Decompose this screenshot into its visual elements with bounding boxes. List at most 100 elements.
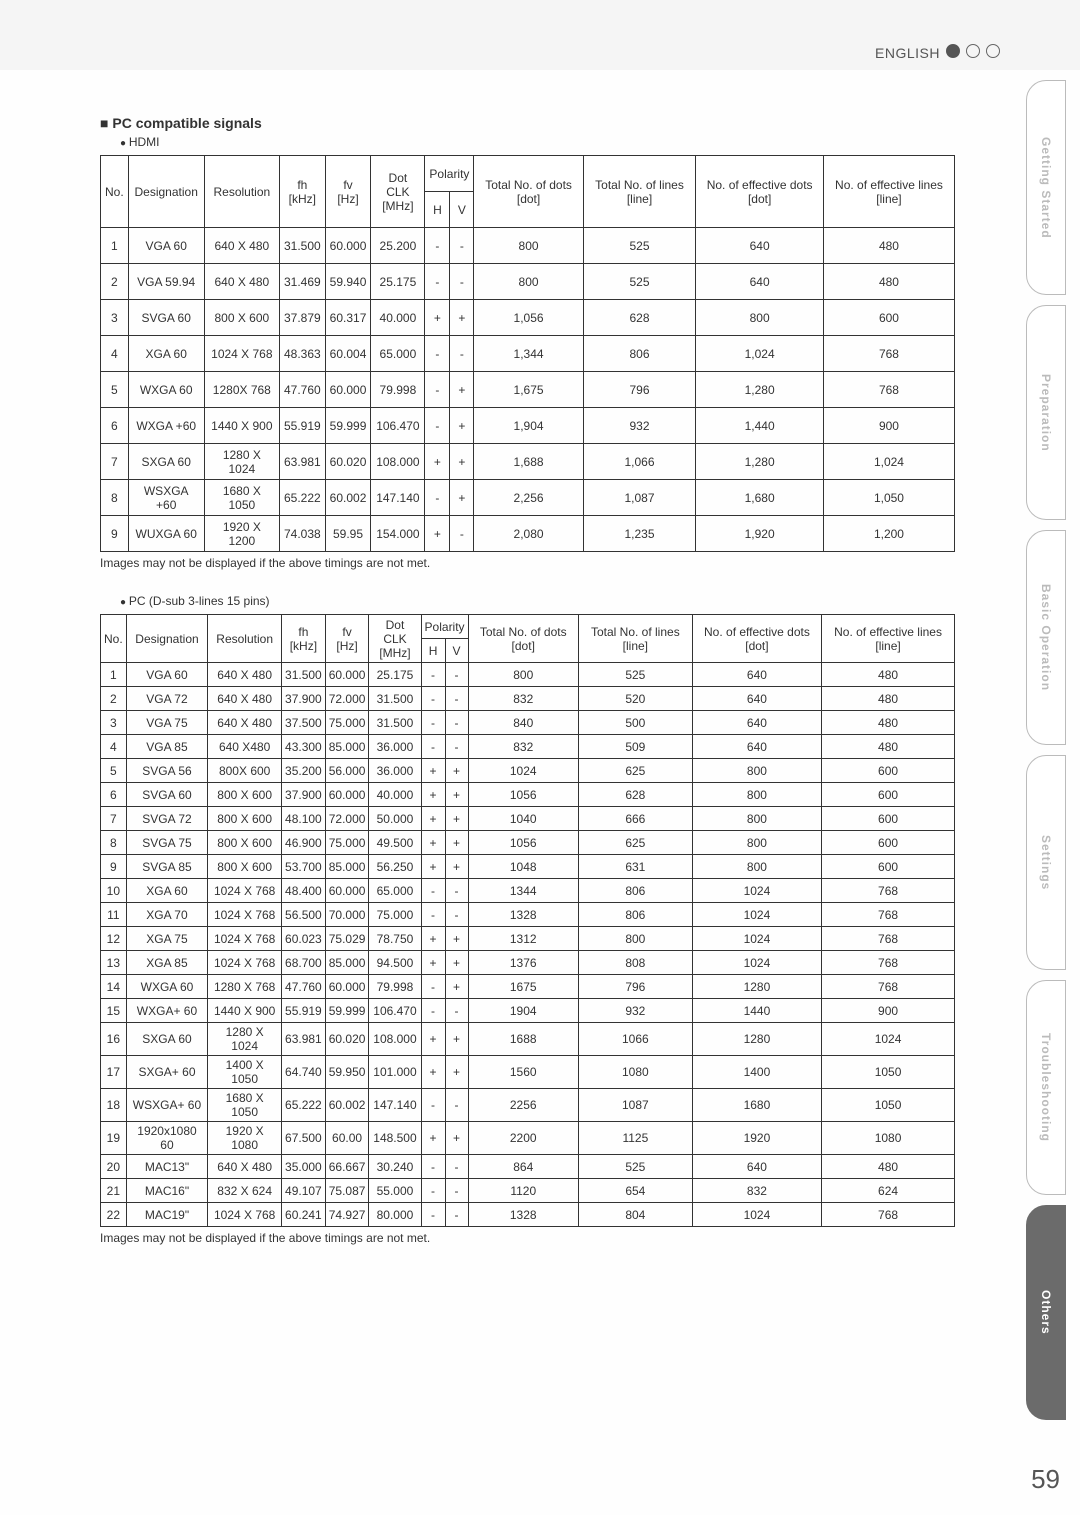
cell: 37.500 — [282, 711, 326, 735]
cell: 1920 X 1080 — [208, 1122, 282, 1155]
cell: - — [425, 336, 450, 372]
cell: WSXGA +60 — [128, 480, 204, 516]
cell: 509 — [578, 735, 692, 759]
cell: + — [421, 1023, 445, 1056]
cell: + — [450, 300, 474, 336]
cell: 932 — [578, 999, 692, 1023]
table-row: 7SXGA 601280 X 102463.98160.020108.000++… — [101, 444, 955, 480]
sidebar-tab[interactable]: Getting Started — [1026, 80, 1066, 295]
cell: 48.400 — [282, 879, 326, 903]
cell: 35.200 — [282, 759, 326, 783]
col-no: No. — [101, 156, 129, 228]
cell: 72.000 — [325, 807, 369, 831]
cell: 768 — [822, 927, 955, 951]
cell: - — [425, 228, 450, 264]
sidebar-tab[interactable]: Troubleshooting — [1026, 980, 1066, 1195]
cell: + — [421, 1056, 445, 1089]
cell: 900 — [822, 999, 955, 1023]
cell: 25.200 — [371, 228, 425, 264]
cell: 75.000 — [325, 711, 369, 735]
cell: 65.000 — [371, 336, 425, 372]
cell: 80.000 — [369, 1203, 421, 1227]
cell: 72.000 — [325, 687, 369, 711]
cell: 1,688 — [474, 444, 583, 480]
cell: 37.900 — [282, 687, 326, 711]
cell: 75.087 — [325, 1179, 369, 1203]
sidebar-tab-label: Troubleshooting — [1039, 1033, 1053, 1142]
table-row: 4VGA 85640 X48043.30085.00036.000--83250… — [101, 735, 955, 759]
cell: 6 — [101, 408, 129, 444]
cell: 17 — [101, 1056, 127, 1089]
col-no: No. — [101, 615, 127, 663]
cell: 1,087 — [583, 480, 696, 516]
cell: 106.470 — [371, 408, 425, 444]
sidebar-tab-label: Basic Operation — [1039, 584, 1053, 691]
cell: 1050 — [822, 1089, 955, 1122]
cell: 48.100 — [282, 807, 326, 831]
cell: 60.000 — [325, 975, 369, 999]
cell: 640 X 480 — [208, 663, 282, 687]
cell: SXGA 60 — [126, 1023, 208, 1056]
cell: 3 — [101, 300, 129, 336]
cell: + — [421, 831, 445, 855]
cell: 1 — [101, 663, 127, 687]
cell: 60.020 — [325, 444, 371, 480]
cell: 640 X 480 — [208, 711, 282, 735]
table-row: 6WXGA +601440 X 90055.91959.999106.470-+… — [101, 408, 955, 444]
cell: - — [445, 879, 468, 903]
cell: 628 — [578, 783, 692, 807]
cell: + — [445, 759, 468, 783]
col-tl: Total No. of lines [line] — [578, 615, 692, 663]
sidebar-tab[interactable]: Others — [1026, 1205, 1066, 1420]
cell: 37.900 — [282, 783, 326, 807]
cell: 1024 — [822, 1023, 955, 1056]
sidebar-tab[interactable]: Basic Operation — [1026, 530, 1066, 745]
cell: 60.000 — [325, 228, 371, 264]
cell: 1680 — [692, 1089, 821, 1122]
table-row: 1VGA 60640 X 48031.50060.00025.175--8005… — [101, 663, 955, 687]
table-row: 2VGA 59.94640 X 48031.46959.94025.175--8… — [101, 264, 955, 300]
cell: 1280X 768 — [204, 372, 279, 408]
cell: 79.998 — [369, 975, 421, 999]
cell: 832 — [468, 687, 578, 711]
cell: + — [445, 1056, 468, 1089]
cell: 2,256 — [474, 480, 583, 516]
cell: 1048 — [468, 855, 578, 879]
cell: 25.175 — [371, 264, 425, 300]
cell: 75.000 — [369, 903, 421, 927]
cell: 640 — [692, 687, 821, 711]
cell: - — [445, 735, 468, 759]
cell: 6 — [101, 783, 127, 807]
main-content: PC compatible signals HDMI No. Designati… — [100, 115, 955, 1269]
cell: 60.000 — [325, 879, 369, 903]
cell: + — [450, 408, 474, 444]
cell: - — [425, 372, 450, 408]
cell: 800 — [692, 831, 821, 855]
cell: 55.919 — [279, 408, 325, 444]
cell: 800 X 600 — [208, 807, 282, 831]
cell: 7 — [101, 444, 129, 480]
col-td: Total No. of dots [dot] — [474, 156, 583, 228]
cell: 1,024 — [696, 336, 824, 372]
cell: 31.500 — [369, 687, 421, 711]
cell: 628 — [583, 300, 696, 336]
cell: + — [421, 759, 445, 783]
cell: 640 — [696, 228, 824, 264]
cell: - — [445, 1089, 468, 1122]
cell: 600 — [823, 300, 954, 336]
table-row: 4XGA 601024 X 76848.36360.00465.000--1,3… — [101, 336, 955, 372]
cell: 480 — [822, 711, 955, 735]
cell: 800 — [692, 807, 821, 831]
cell: + — [425, 300, 450, 336]
cell: 35.000 — [282, 1155, 326, 1179]
sidebar-tab[interactable]: Preparation — [1026, 305, 1066, 520]
cell: 55.919 — [282, 999, 326, 1023]
cell: 63.981 — [282, 1023, 326, 1056]
cell: 800 X 600 — [208, 855, 282, 879]
cell: 480 — [822, 687, 955, 711]
cell: + — [445, 855, 468, 879]
cell: - — [450, 516, 474, 552]
sidebar-tab[interactable]: Settings — [1026, 755, 1066, 970]
cell: 625 — [578, 831, 692, 855]
cell: 800 — [692, 759, 821, 783]
